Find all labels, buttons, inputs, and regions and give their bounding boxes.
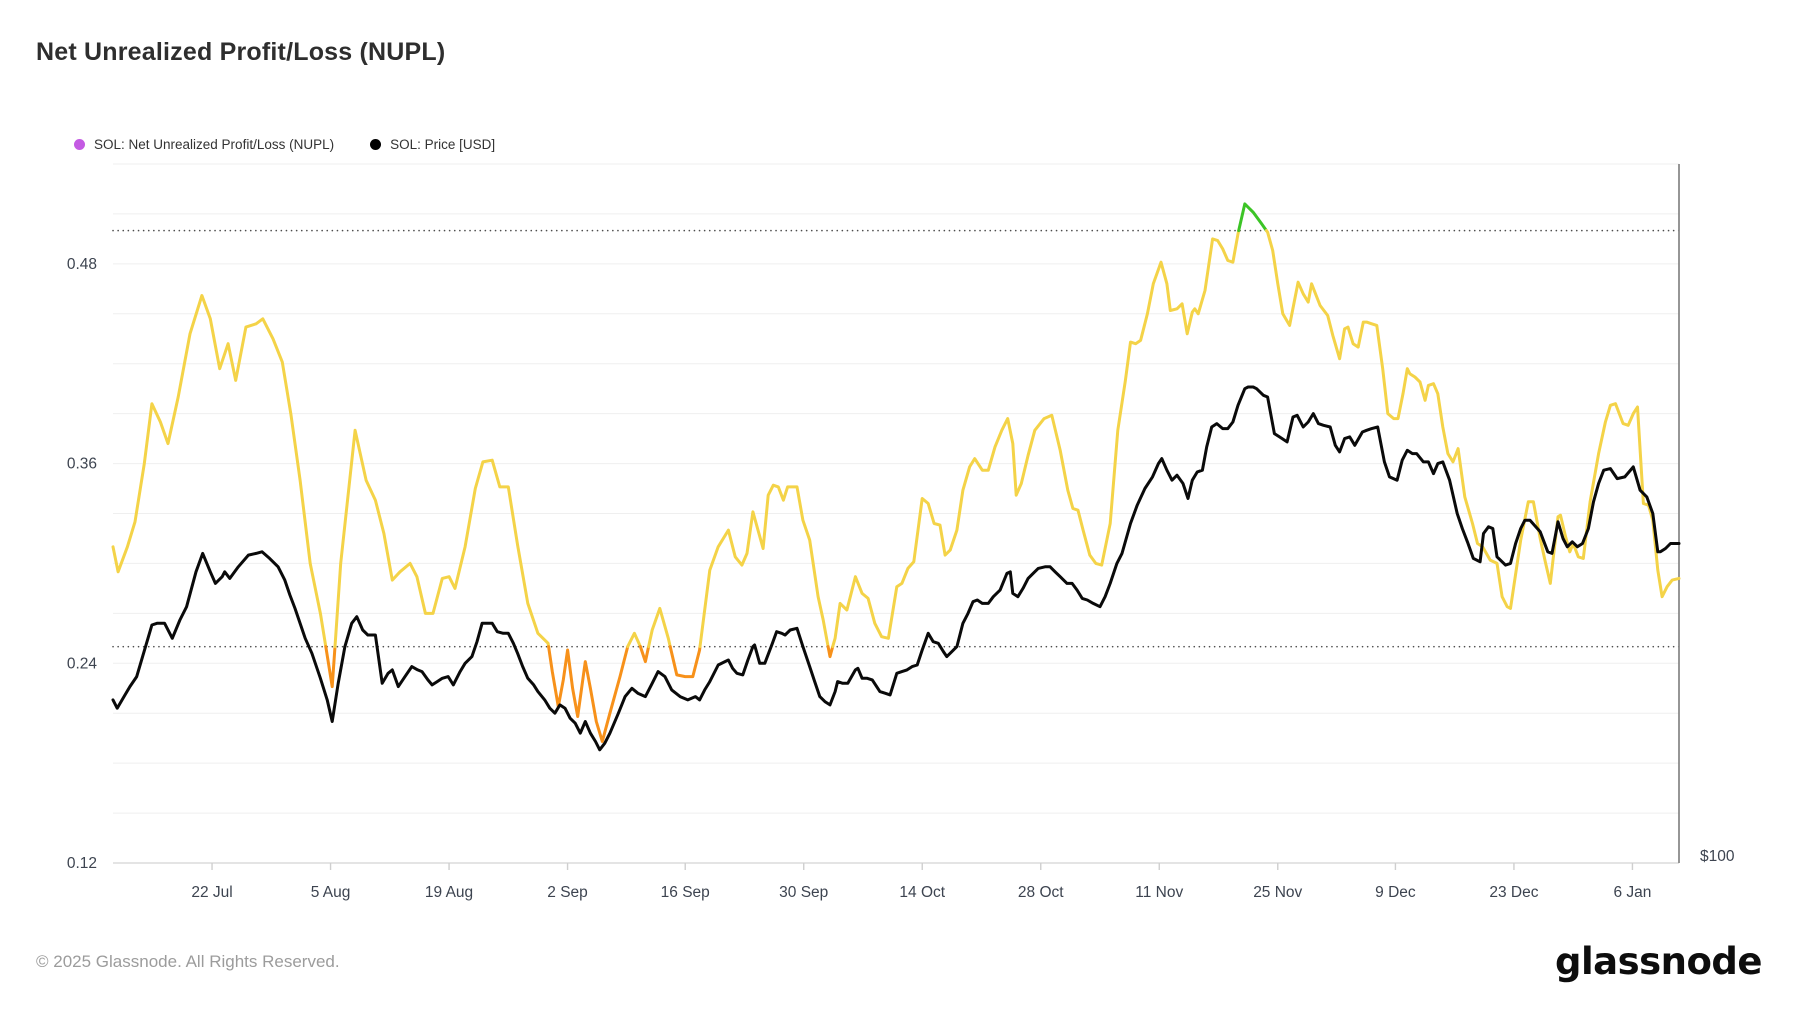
copyright-text: © 2025 Glassnode. All Rights Reserved. <box>36 952 340 971</box>
nupl-line-segment <box>831 229 1241 649</box>
nupl-line-segment <box>668 645 702 679</box>
y-axis-tick-label: 0.36 <box>67 456 97 473</box>
price-line <box>111 385 1681 752</box>
nupl-line-segment <box>638 645 651 664</box>
x-axis-tick-label: 19 Aug <box>425 884 473 901</box>
y-axis-tick-label: 0.48 <box>67 256 97 273</box>
x-axis-tick-label: 25 Nov <box>1253 884 1302 901</box>
x-axis-tick-label: 2 Sep <box>547 884 588 901</box>
x-axis-tick-label: 5 Aug <box>311 884 351 901</box>
x-axis-tick-label: 9 Dec <box>1375 884 1416 901</box>
nupl-line-segment <box>826 645 835 659</box>
nupl-line-segment <box>547 645 630 743</box>
chart-legend: SOL: Net Unrealized Profit/Loss (NUPL) S… <box>74 137 495 152</box>
page-title: Net Unrealized Profit/Loss (NUPL) <box>36 38 446 66</box>
nupl-line-segment <box>324 645 337 689</box>
nupl-line-segment <box>1237 202 1268 233</box>
nupl-line-segment <box>111 294 328 649</box>
legend-item-price[interactable]: SOL: Price [USD] <box>370 137 495 152</box>
nupl-line-segment <box>626 631 642 649</box>
x-axis-tick-label: 30 Sep <box>779 884 828 901</box>
nupl-line-segment <box>698 483 830 649</box>
x-axis-tick-label: 22 Jul <box>191 884 232 901</box>
x-axis-tick-label: 11 Nov <box>1135 884 1183 901</box>
price-series-dot-icon <box>370 139 382 150</box>
glassnode-logo: glassnode <box>1554 940 1763 983</box>
x-axis-tick-label: 28 Oct <box>1018 884 1064 901</box>
nupl-line-segment <box>647 606 672 649</box>
x-axis-tick-label: 14 Oct <box>899 884 945 901</box>
y-axis-tick-label: 0.24 <box>67 655 98 672</box>
nupl-series-label: SOL: Net Unrealized Profit/Loss (NUPL) <box>94 137 335 152</box>
nupl-line-segment <box>333 428 551 649</box>
x-axis-tick-label: 23 Dec <box>1489 884 1538 901</box>
price-series-label: SOL: Price [USD] <box>390 137 496 152</box>
x-axis-tick-label: 6 Jan <box>1613 884 1651 901</box>
x-axis-tick-label: 16 Sep <box>661 884 710 901</box>
y-axis-tick-label: 0.12 <box>67 855 97 872</box>
nupl-line-segment <box>1264 229 1681 610</box>
legend-item-nupl[interactable]: SOL: Net Unrealized Profit/Loss (NUPL) <box>74 137 334 152</box>
right-axis-price-label: $100 <box>1700 848 1735 865</box>
nupl-series-dot-icon <box>74 139 85 150</box>
